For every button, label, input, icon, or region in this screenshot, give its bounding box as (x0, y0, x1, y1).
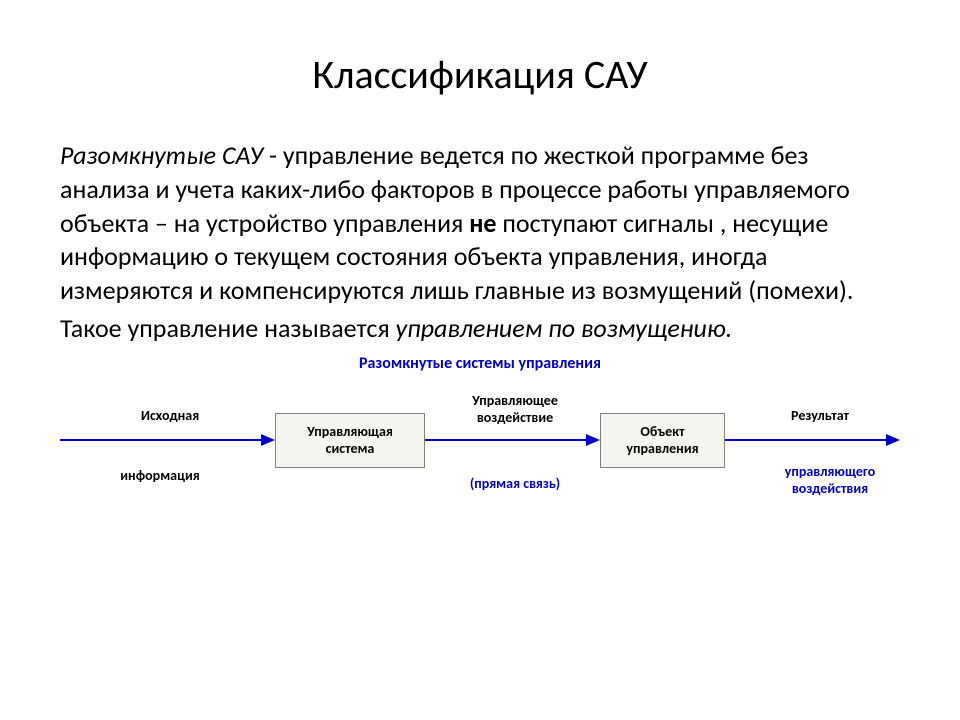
paragraph-1: Разомкнутые САУ - управление ведется по … (60, 139, 900, 308)
arrow-1-label-top: Исходная (110, 408, 230, 425)
arrow-2-label-top: Управляющеевоздействие (440, 393, 590, 427)
paragraph-2: Такое управление называется управлением … (60, 312, 900, 346)
arrow-2-head (586, 434, 600, 446)
flowchart-diagram: Исходная информация Управляющаясистема У… (60, 383, 900, 503)
arrow-2-label-bottom: (прямая связь) (440, 475, 590, 492)
arrow-3-head (886, 434, 900, 446)
arrow-2-line (425, 439, 586, 442)
lead-term: Разомкнутые САУ (60, 139, 263, 171)
diagram-title: Разомкнутые системы управления (60, 354, 900, 373)
bold-negation: не (469, 207, 496, 239)
arrow-1-label-bottom: информация (90, 468, 230, 485)
node-controller: Управляющаясистема (275, 413, 425, 468)
page-title: Классификация САУ (60, 50, 900, 99)
arrow-3-label-top: Результат (760, 408, 880, 425)
sentence2-pre: Такое управление называется (60, 312, 396, 344)
arrow-3-label-bottom: управляющеговоздействия (760, 463, 900, 497)
arrow-1-head (261, 434, 275, 446)
sentence2-term: управлением по возмущению. (396, 312, 733, 344)
arrow-1-line (60, 439, 261, 442)
arrow-3-line (725, 439, 886, 442)
node-object: Объектуправления (600, 413, 725, 468)
